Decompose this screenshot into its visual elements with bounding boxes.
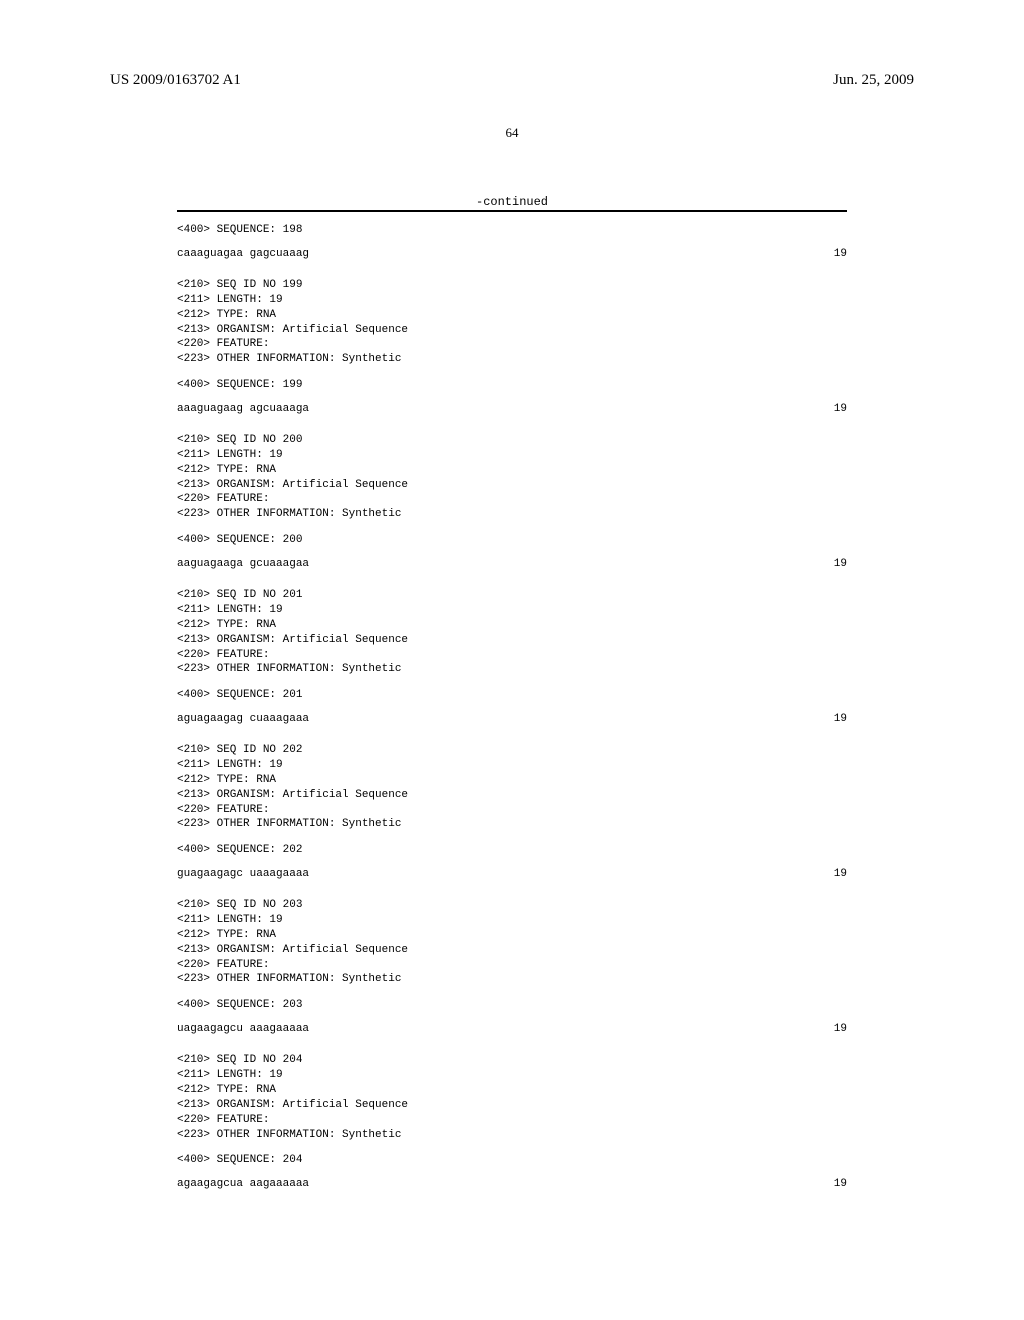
- meta-line: <213> ORGANISM: Artificial Sequence: [177, 943, 847, 958]
- sequence-row: uagaagagcu aaagaaaaa 19: [177, 1023, 847, 1035]
- meta-line: <223> OTHER INFORMATION: Synthetic: [177, 817, 847, 832]
- meta-line: <220> FEATURE:: [177, 958, 847, 973]
- meta-line: <213> ORGANISM: Artificial Sequence: [177, 478, 847, 493]
- meta-line: <210> SEQ ID NO 202: [177, 743, 847, 758]
- meta-line: <220> FEATURE:: [177, 492, 847, 507]
- meta-line: <213> ORGANISM: Artificial Sequence: [177, 633, 847, 648]
- meta-line: <211> LENGTH: 19: [177, 448, 847, 463]
- meta-line: <220> FEATURE:: [177, 803, 847, 818]
- sequence-text: caaaguagaa gagcuaaag: [177, 248, 309, 260]
- meta-line: <220> FEATURE:: [177, 1113, 847, 1128]
- sequence-text: aaaguagaag agcuaaaga: [177, 403, 309, 415]
- meta-block: <210> SEQ ID NO 199 <211> LENGTH: 19 <21…: [177, 278, 847, 367]
- meta-line: <211> LENGTH: 19: [177, 758, 847, 773]
- sequence-row: agaagagcua aagaaaaaa 19: [177, 1178, 847, 1190]
- doc-number: US 2009/0163702 A1: [110, 72, 241, 89]
- sequence-text: aguagaagag cuaaagaaa: [177, 713, 309, 725]
- sequence-text: guagaagagc uaaagaaaa: [177, 868, 309, 880]
- sequence-length: 19: [834, 1178, 847, 1190]
- sequence-text: aaguagaaga gcuaaagaa: [177, 558, 309, 570]
- sequence-length: 19: [834, 713, 847, 725]
- seq-label: <400> SEQUENCE: 203: [177, 999, 847, 1011]
- sequence-row: guagaagagc uaaagaaaa 19: [177, 868, 847, 880]
- seq-label: <400> SEQUENCE: 198: [177, 224, 847, 236]
- sequence-length: 19: [834, 868, 847, 880]
- meta-line: <210> SEQ ID NO 201: [177, 588, 847, 603]
- meta-line: <211> LENGTH: 19: [177, 603, 847, 618]
- meta-line: <220> FEATURE:: [177, 337, 847, 352]
- doc-date: Jun. 25, 2009: [833, 72, 914, 89]
- meta-line: <212> TYPE: RNA: [177, 773, 847, 788]
- seq-label: <400> SEQUENCE: 201: [177, 689, 847, 701]
- meta-line: <212> TYPE: RNA: [177, 308, 847, 323]
- meta-line: <211> LENGTH: 19: [177, 293, 847, 308]
- meta-line: <211> LENGTH: 19: [177, 913, 847, 928]
- sequence-row: aguagaagag cuaaagaaa 19: [177, 713, 847, 725]
- seq-label: <400> SEQUENCE: 202: [177, 844, 847, 856]
- sequence-row: caaaguagaa gagcuaaag 19: [177, 248, 847, 260]
- meta-block: <210> SEQ ID NO 202 <211> LENGTH: 19 <21…: [177, 743, 847, 832]
- page-number: 64: [506, 125, 519, 141]
- sequence-length: 19: [834, 403, 847, 415]
- seq-label: <400> SEQUENCE: 200: [177, 534, 847, 546]
- meta-line: <223> OTHER INFORMATION: Synthetic: [177, 352, 847, 367]
- sequence-length: 19: [834, 558, 847, 570]
- meta-block: <210> SEQ ID NO 204 <211> LENGTH: 19 <21…: [177, 1053, 847, 1142]
- meta-line: <220> FEATURE:: [177, 648, 847, 663]
- meta-block: <210> SEQ ID NO 200 <211> LENGTH: 19 <21…: [177, 433, 847, 522]
- seq-label: <400> SEQUENCE: 204: [177, 1154, 847, 1166]
- meta-line: <210> SEQ ID NO 203: [177, 898, 847, 913]
- content-area: <400> SEQUENCE: 198 caaaguagaa gagcuaaag…: [177, 210, 847, 1190]
- meta-line: <211> LENGTH: 19: [177, 1068, 847, 1083]
- meta-block: <210> SEQ ID NO 201 <211> LENGTH: 19 <21…: [177, 588, 847, 677]
- meta-line: <223> OTHER INFORMATION: Synthetic: [177, 1128, 847, 1143]
- seq-label: <400> SEQUENCE: 199: [177, 379, 847, 391]
- sequence-row: aaguagaaga gcuaaagaa 19: [177, 558, 847, 570]
- meta-line: <212> TYPE: RNA: [177, 928, 847, 943]
- sequence-length: 19: [834, 1023, 847, 1035]
- meta-line: <223> OTHER INFORMATION: Synthetic: [177, 507, 847, 522]
- meta-line: <213> ORGANISM: Artificial Sequence: [177, 788, 847, 803]
- sequence-row: aaaguagaag agcuaaaga 19: [177, 403, 847, 415]
- meta-line: <212> TYPE: RNA: [177, 618, 847, 633]
- meta-line: <210> SEQ ID NO 200: [177, 433, 847, 448]
- continued-label: -continued: [476, 195, 548, 209]
- meta-line: <213> ORGANISM: Artificial Sequence: [177, 323, 847, 338]
- meta-line: <210> SEQ ID NO 204: [177, 1053, 847, 1068]
- meta-line: <212> TYPE: RNA: [177, 1083, 847, 1098]
- sequence-length: 19: [834, 248, 847, 260]
- meta-line: <212> TYPE: RNA: [177, 463, 847, 478]
- meta-line: <223> OTHER INFORMATION: Synthetic: [177, 662, 847, 677]
- meta-line: <213> ORGANISM: Artificial Sequence: [177, 1098, 847, 1113]
- meta-line: <223> OTHER INFORMATION: Synthetic: [177, 972, 847, 987]
- meta-block: <210> SEQ ID NO 203 <211> LENGTH: 19 <21…: [177, 898, 847, 987]
- sequence-text: agaagagcua aagaaaaaa: [177, 1178, 309, 1190]
- top-divider: [177, 210, 847, 212]
- meta-line: <210> SEQ ID NO 199: [177, 278, 847, 293]
- sequence-text: uagaagagcu aaagaaaaa: [177, 1023, 309, 1035]
